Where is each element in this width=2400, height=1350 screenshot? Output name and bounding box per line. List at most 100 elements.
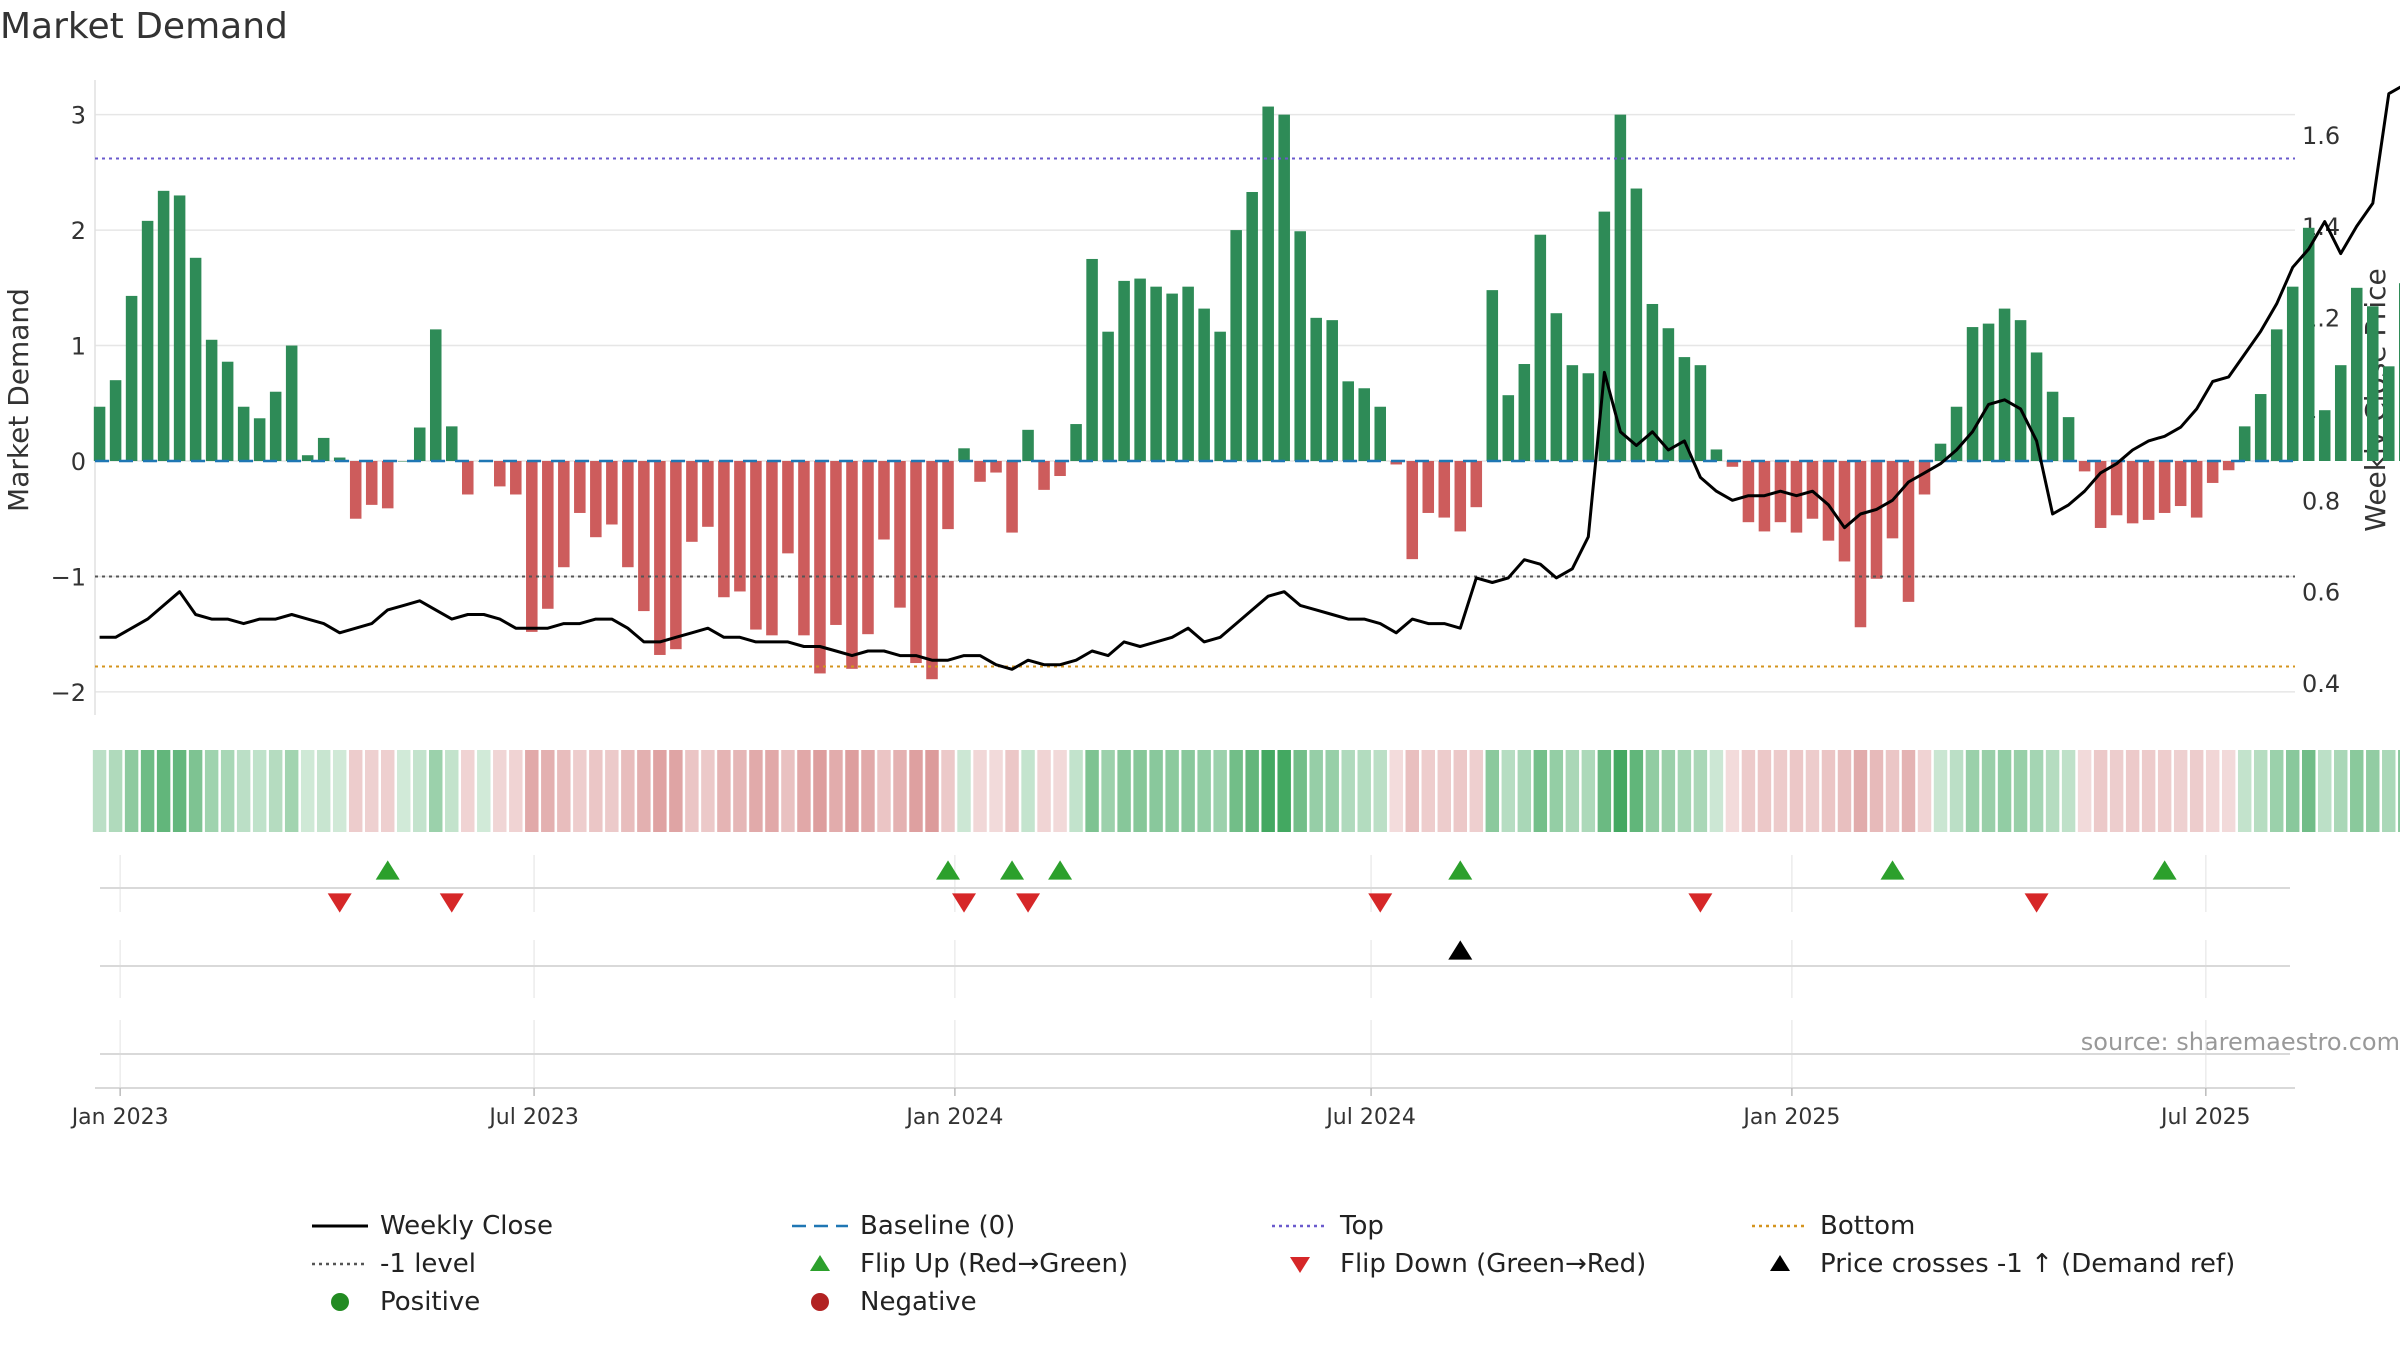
heat-cell [1933, 750, 1948, 832]
heat-cell [413, 750, 427, 832]
heat-strip [92, 750, 2400, 832]
demand-bar [1550, 313, 1563, 461]
x-tick-label: Jan 2023 [70, 1105, 169, 1130]
heat-cell [2093, 750, 2108, 832]
heat-cell [2045, 750, 2060, 832]
demand-bar [2238, 426, 2251, 461]
heat-cell [1245, 750, 1259, 832]
demand-bar [2254, 394, 2267, 461]
demand-bar [2302, 227, 2315, 461]
heat-cell [493, 750, 507, 832]
source-credit: source: sharemaestro.com [2081, 1028, 2400, 1056]
heat-cell [1757, 750, 1772, 832]
heat-cell [1037, 750, 1051, 832]
heat-cell [252, 750, 267, 832]
demand-bar [734, 461, 746, 592]
heat-cell [1405, 750, 1419, 832]
legend-positive: Positive [310, 1286, 480, 1318]
heat-cell [1421, 750, 1435, 832]
demand-bar [1630, 188, 1643, 461]
y2-tick-label: 0.6 [2302, 579, 2340, 607]
heat-cell [1565, 750, 1580, 832]
demand-bar [2286, 286, 2299, 461]
heat-cell [621, 750, 635, 832]
legend-swatch-icon [1272, 1224, 1328, 1228]
demand-bar [2126, 461, 2139, 524]
demand-bar [237, 406, 250, 461]
heat-cell [1341, 750, 1355, 832]
flip-down-marker [439, 893, 464, 913]
heat-cell [204, 750, 219, 832]
demand-bar [1726, 461, 1739, 467]
flip-up-marker [1880, 860, 1905, 880]
x-tick-label: Jan 2024 [904, 1105, 1003, 1130]
demand-bar [942, 461, 954, 530]
heat-cell [781, 750, 795, 832]
y-tick-label: −1 [51, 563, 86, 591]
demand-bar [1694, 365, 1707, 461]
demand-bar [750, 461, 762, 630]
heat-cell [685, 750, 699, 832]
heat-cell [236, 750, 251, 832]
heat-cell [1965, 750, 1980, 832]
heat-cell [925, 750, 939, 832]
heat-cell [1101, 750, 1115, 832]
x-tick-label: Jul 2023 [487, 1105, 579, 1130]
demand-bar [429, 329, 442, 461]
heat-cell [300, 750, 315, 832]
demand-bar [1822, 461, 1835, 541]
heat-cell [1693, 750, 1708, 832]
heat-cell [1453, 750, 1468, 832]
heat-cell [1997, 750, 2012, 832]
demand-bar [1982, 323, 1995, 461]
heat-cell [909, 750, 923, 832]
heat-cell [477, 750, 491, 832]
heat-cell [1293, 750, 1307, 832]
flip-down-marker [1016, 893, 1041, 913]
heat-cell [717, 750, 731, 832]
demand-bar [2206, 461, 2219, 483]
demand-bar [926, 461, 938, 680]
demand-bar [1614, 114, 1627, 462]
legend-label: Price crosses -1 ↑ (Demand ref) [1820, 1249, 2236, 1279]
heat-cell [877, 750, 891, 832]
demand-bar [1118, 280, 1130, 461]
x-tick-label: Jul 2025 [2159, 1105, 2251, 1130]
heat-cell [1325, 750, 1339, 832]
heat-cell [861, 750, 875, 832]
demand-bar [1518, 364, 1531, 461]
heat-cell [1469, 750, 1484, 832]
demand-bar [1374, 406, 1387, 461]
demand-bar [1086, 258, 1098, 461]
demand-bar [301, 455, 314, 461]
heat-cell [1485, 750, 1500, 832]
heat-cell [2318, 750, 2332, 832]
heat-cell [268, 750, 283, 832]
demand-bar [2174, 461, 2187, 507]
heat-cell [509, 750, 523, 832]
demand-bar [1358, 388, 1370, 461]
demand-bar [1870, 461, 1883, 579]
demand-bar [2046, 391, 2059, 461]
heat-cell [1645, 750, 1660, 832]
demand-bar [638, 461, 650, 612]
x-tick-label: Jan 2025 [1741, 1105, 1840, 1130]
heat-cell [765, 750, 779, 832]
demand-bar [2062, 417, 2075, 461]
legend-swatch-icon [1770, 1255, 1790, 1271]
heat-cell [1069, 750, 1083, 832]
flip-up-marker [1448, 860, 1473, 880]
demand-bar [1742, 461, 1755, 523]
demand-bar [558, 461, 570, 568]
chart-title: Market Demand [0, 6, 288, 47]
demand-bar [1038, 461, 1050, 490]
demand-bar [1534, 234, 1547, 461]
heat-cell [733, 750, 747, 832]
demand-bar [1166, 293, 1178, 461]
heat-cell [1549, 750, 1564, 832]
demand-bar [2078, 461, 2091, 472]
heat-cell [957, 750, 971, 832]
flip-up-marker [375, 860, 400, 880]
heat-cell [1117, 750, 1131, 832]
demand-bar [2094, 461, 2107, 528]
